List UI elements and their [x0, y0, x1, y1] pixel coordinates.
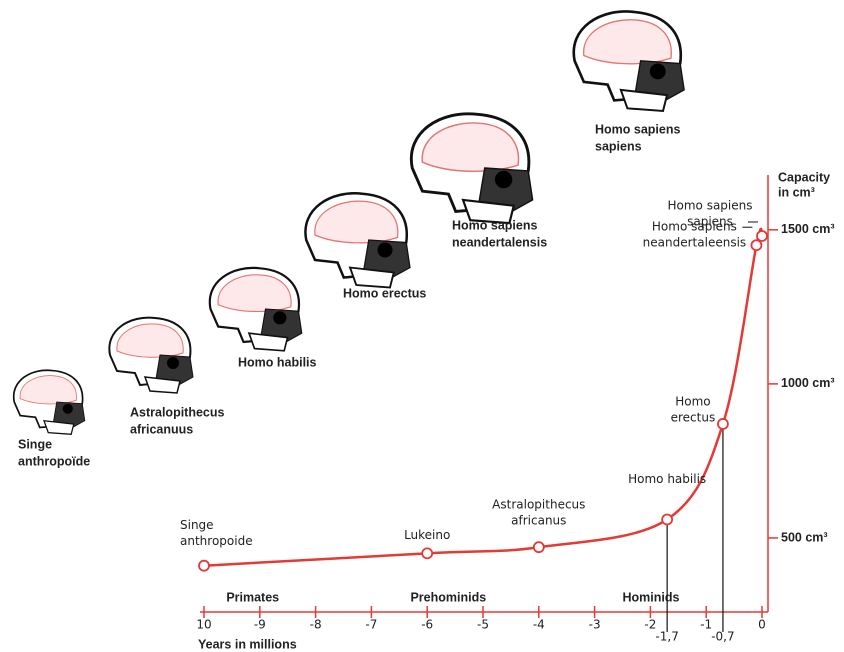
- data-point: [661, 513, 674, 526]
- y-axis-title: in cm³: [778, 185, 815, 199]
- skull-brain: [421, 122, 520, 172]
- skull-jaw: [461, 198, 516, 225]
- skull: [108, 316, 194, 394]
- skull-jaw: [43, 419, 75, 435]
- point-label: Homo: [675, 394, 710, 408]
- x-tick-label: 10: [196, 618, 211, 632]
- y-axis-title: Capacity: [778, 170, 830, 184]
- skull-eye: [649, 63, 666, 80]
- x-marker-label: -0,7: [711, 630, 734, 644]
- x-tick-label: -2: [644, 618, 656, 632]
- y-tick-label: 500 cm³: [781, 530, 828, 544]
- x-tick-label: 0: [758, 618, 766, 632]
- point-label: Singe: [180, 518, 214, 532]
- skull-label: africanuus: [130, 422, 193, 436]
- skull-brain: [314, 200, 399, 244]
- skull-label: sapiens: [595, 139, 642, 153]
- point-label: Homo sapiens: [667, 198, 752, 212]
- point-label: sapiens: [687, 214, 733, 228]
- skull-eye: [273, 311, 287, 325]
- data-point: [756, 230, 768, 242]
- period-label: Hominids: [623, 590, 680, 604]
- skull-brain: [583, 19, 672, 65]
- skull-jaw: [247, 332, 289, 352]
- x-tick-label: -5: [477, 618, 489, 632]
- point-label: anthropoide: [180, 534, 253, 548]
- point-label: Astralopithecus: [492, 498, 585, 512]
- skull-brain: [116, 323, 184, 358]
- point-label: Homo habilis: [628, 472, 706, 486]
- skull: [208, 266, 303, 352]
- point-label: erectus: [671, 410, 716, 424]
- data-point: [198, 559, 210, 572]
- skull-eye: [167, 357, 179, 369]
- x-tick-label: -4: [533, 618, 545, 632]
- skull: [12, 369, 86, 435]
- skull-label: Homo sapiens: [595, 122, 680, 136]
- period-label: Primates: [226, 590, 279, 604]
- skull-label: anthropoïde: [18, 454, 90, 468]
- skull-eye: [377, 242, 393, 258]
- data-line: [203, 227, 764, 567]
- x-marker-label: -1,7: [655, 630, 678, 644]
- data-point: [532, 541, 545, 554]
- skull-label: Homo erectus: [343, 286, 426, 300]
- data-point: [750, 239, 763, 252]
- point-label: Homo sapiens: [652, 220, 737, 234]
- data-point: [717, 418, 729, 430]
- x-tick-label: -8: [310, 618, 322, 632]
- period-label: Prehominids: [410, 590, 486, 604]
- point-label: neandertaleensis: [643, 236, 746, 250]
- skull-jaw: [619, 88, 669, 113]
- skull-label: Astralopithecus: [130, 405, 225, 419]
- x-tick-label: -3: [589, 618, 601, 632]
- skull-eye: [494, 170, 513, 189]
- x-tick-label: -7: [365, 618, 377, 632]
- skull-brain: [19, 375, 77, 405]
- x-tick-label: -9: [254, 618, 266, 632]
- skull: [409, 112, 534, 225]
- skull-brain: [217, 274, 292, 313]
- x-tick-label: -1: [700, 618, 712, 632]
- x-tick-label: -6: [421, 618, 433, 632]
- skull: [572, 10, 685, 113]
- skull-label: Homo habilis: [238, 355, 317, 369]
- x-axis-title: Years in millions: [198, 637, 297, 651]
- data-point: [421, 547, 434, 560]
- y-tick-label: 1000 cm³: [781, 376, 835, 390]
- skull-label: Singe: [18, 437, 52, 451]
- skull-jaw: [143, 376, 181, 394]
- point-label: africanus: [511, 514, 566, 528]
- y-tick-label: 1500 cm³: [781, 222, 835, 236]
- skull-eye: [62, 403, 73, 414]
- skull-label: neandertalensis: [452, 235, 547, 249]
- skull-label: Homo sapiens: [452, 218, 537, 232]
- point-label: Lukeino: [404, 528, 450, 542]
- skull-jaw: [348, 266, 395, 289]
- skull: [304, 192, 411, 289]
